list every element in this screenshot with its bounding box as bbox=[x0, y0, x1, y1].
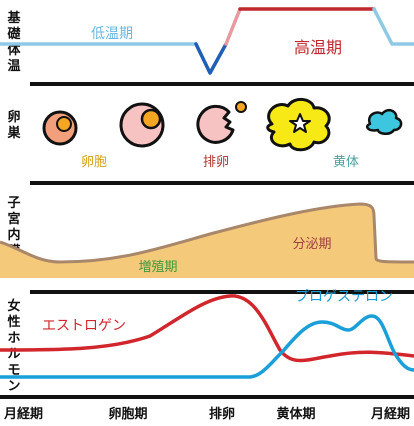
phase-label-ovulation: 排卵 bbox=[209, 406, 235, 422]
endometrium-proliferative-label: 増殖期 bbox=[138, 259, 177, 275]
phase-label-menstrual-next: 月経期 bbox=[370, 406, 410, 422]
row-label-char: 内 bbox=[7, 227, 20, 243]
star-icon bbox=[289, 113, 311, 133]
egg-icon bbox=[56, 116, 72, 132]
ovary-follicle-small bbox=[42, 110, 78, 146]
ovary-corpus-luteum bbox=[266, 98, 331, 152]
row-label-char: 温 bbox=[7, 59, 20, 74]
egg-icon bbox=[140, 108, 162, 130]
bbt-rise bbox=[224, 7, 242, 46]
ruptured-follicle-icon bbox=[196, 104, 235, 144]
estrogen-label: エストロゲン bbox=[42, 318, 126, 334]
endometrium-secretory-label: 分泌期 bbox=[292, 237, 331, 252]
bbt-drop bbox=[372, 7, 414, 46]
phase-label-follicular: 卵胞期 bbox=[108, 406, 147, 422]
progesterone-curve bbox=[0, 314, 414, 379]
ovary-degenerated-body bbox=[366, 108, 403, 135]
row-label-char: 体 bbox=[7, 42, 21, 58]
phase-label-menstrual: 月経期 bbox=[3, 406, 43, 422]
ovary-corpus-luteum-label: 黄体 bbox=[333, 155, 359, 170]
row-label-char: 基 bbox=[6, 10, 21, 26]
row-label-char: ン bbox=[7, 379, 20, 394]
bbt-curve bbox=[0, 7, 414, 75]
row-label-char: 巣 bbox=[6, 125, 21, 141]
endometrium-edge bbox=[0, 202, 414, 264]
progesterone-label: プロゲステロン bbox=[295, 289, 393, 305]
phase-label-luteal: 黄体期 bbox=[276, 406, 315, 422]
row-label-char: 女 bbox=[7, 298, 20, 314]
bbt-low-phase-label: 低温期 bbox=[91, 26, 133, 42]
degenerated-body-icon bbox=[366, 108, 403, 135]
ovary-follicle-mature bbox=[119, 102, 165, 148]
row-label-char: 宮 bbox=[7, 211, 20, 227]
released-egg-icon bbox=[235, 101, 247, 113]
row-label-char: モ bbox=[7, 363, 20, 378]
ovary-ovulation-label: 排卵 bbox=[203, 155, 229, 170]
ovary-follicle-label: 卵胞 bbox=[81, 155, 107, 170]
phase-axis: 月経期 卵胞期 排卵 黄体期 月経期 bbox=[3, 406, 410, 422]
row-label-ovary: 卵 巣 bbox=[6, 109, 21, 141]
row-label-char: 礎 bbox=[6, 26, 21, 42]
row-label-char: 子 bbox=[7, 196, 20, 211]
bbt-ovulation-dip bbox=[194, 42, 228, 75]
row-label-hormone: 女 性 ホ ル モ ン bbox=[7, 298, 20, 394]
estrogen-curve bbox=[0, 294, 414, 363]
row-label-bbt: 基 礎 体 温 bbox=[6, 10, 21, 74]
ovary-ovulation bbox=[196, 101, 247, 144]
row-label-char: 卵 bbox=[7, 109, 20, 125]
endometrium-thickness bbox=[0, 204, 414, 278]
bbt-high-phase-label: 高温期 bbox=[294, 38, 342, 57]
row-label-char: ホ bbox=[7, 331, 20, 346]
row-label-char: 性 bbox=[7, 314, 20, 330]
